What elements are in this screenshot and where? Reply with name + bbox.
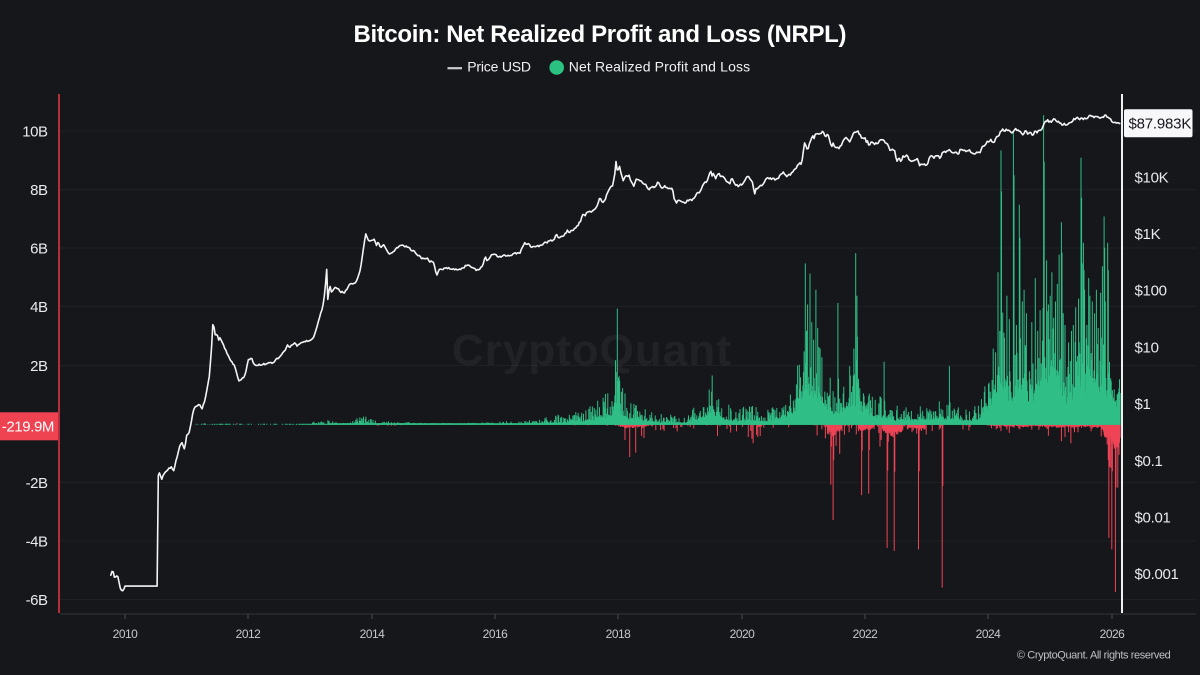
svg-text:$0.001: $0.001 <box>1135 566 1179 583</box>
svg-text:8B: 8B <box>30 182 48 199</box>
svg-text:-6B: -6B <box>26 592 48 609</box>
svg-text:Bitcoin: Net Realized Profit a: Bitcoin: Net Realized Profit and Loss (N… <box>353 21 846 48</box>
svg-text:$0.1: $0.1 <box>1135 453 1163 470</box>
svg-text:2020: 2020 <box>730 627 756 641</box>
svg-text:6B: 6B <box>30 240 48 257</box>
svg-text:Price USD: Price USD <box>467 58 531 74</box>
svg-text:4B: 4B <box>30 299 48 316</box>
svg-text:2012: 2012 <box>236 627 262 641</box>
svg-text:$1K: $1K <box>1135 226 1161 243</box>
svg-text:$0.01: $0.01 <box>1135 510 1171 527</box>
svg-text:2014: 2014 <box>360 627 386 641</box>
svg-text:Net Realized Profit and Loss: Net Realized Profit and Loss <box>569 58 751 74</box>
svg-text:$87.983K: $87.983K <box>1129 116 1192 133</box>
svg-text:-219.9M: -219.9M <box>2 418 54 435</box>
svg-text:2024: 2024 <box>976 627 1002 641</box>
svg-text:2022: 2022 <box>853 627 879 641</box>
svg-text:2026: 2026 <box>1100 627 1126 641</box>
svg-text:10B: 10B <box>22 123 48 140</box>
svg-text:$10K: $10K <box>1135 169 1169 186</box>
svg-text:$10: $10 <box>1135 339 1159 356</box>
svg-text:$1: $1 <box>1135 396 1151 413</box>
svg-text:2018: 2018 <box>606 627 632 641</box>
svg-text:2B: 2B <box>30 358 48 375</box>
svg-text:© CryptoQuant. All rights rese: © CryptoQuant. All rights reserved <box>1017 650 1171 662</box>
svg-text:$100: $100 <box>1135 283 1167 300</box>
svg-text:-2B: -2B <box>26 475 48 492</box>
svg-text:2016: 2016 <box>483 627 509 641</box>
svg-text:CryptoQuant: CryptoQuant <box>452 326 732 375</box>
svg-text:-4B: -4B <box>26 533 48 550</box>
svg-text:2010: 2010 <box>113 627 139 641</box>
